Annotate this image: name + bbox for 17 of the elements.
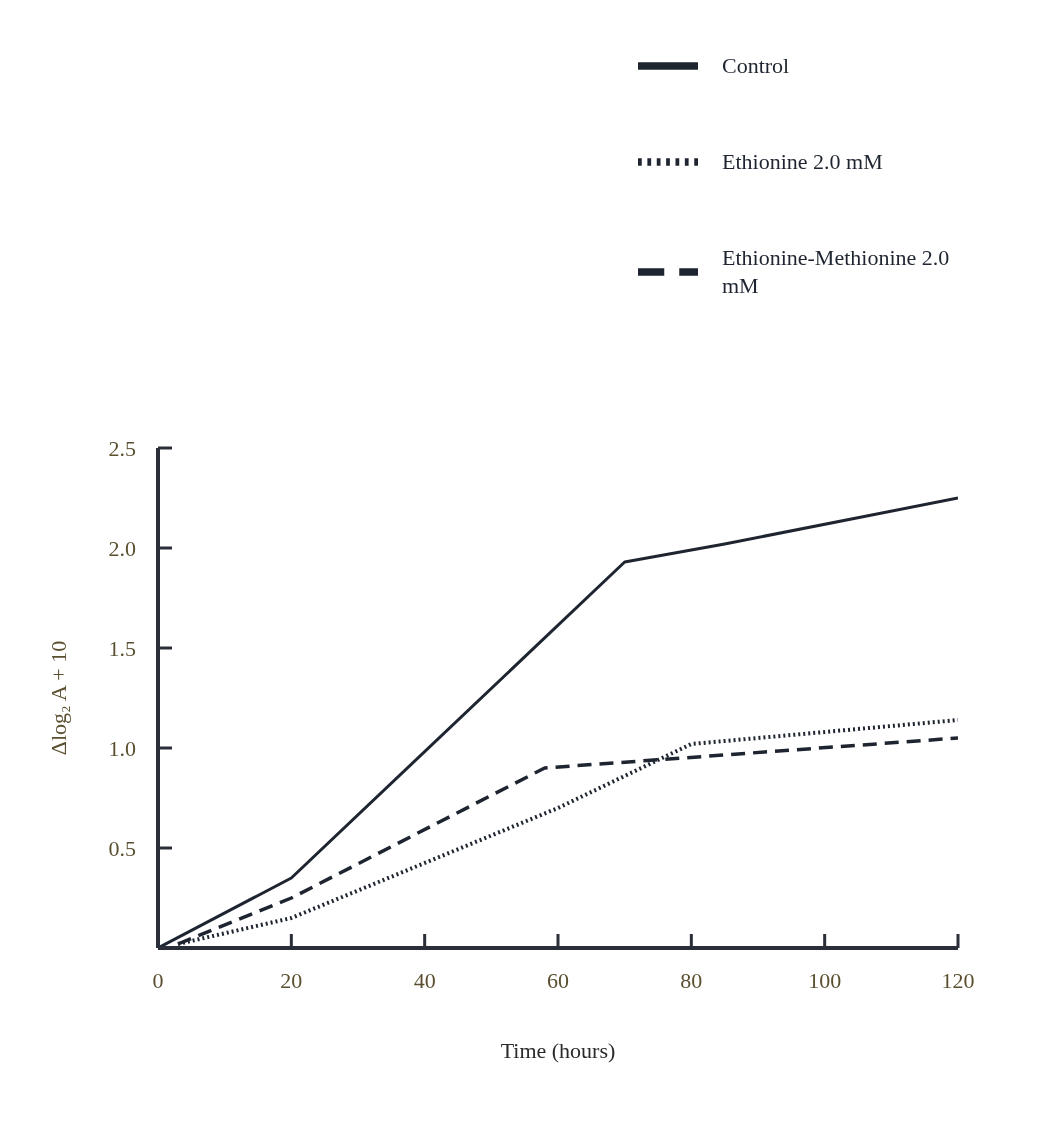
x-tick-label: 100 [808,967,842,993]
legend-label: Ethionine 2.0 mM [722,148,884,176]
x-tick-label: 60 [547,967,569,993]
y-tick-label: 2.5 [108,435,136,461]
y-axis-title: Δlog₂ A + 10 [45,640,71,756]
legend-label: Control [722,52,791,80]
x-tick-label: 40 [413,967,436,993]
x-tick-label: 120 [941,967,975,993]
legend-label: Ethionine-Methionine 2.0 mM [722,244,951,300]
y-tick-label: 2.0 [108,535,136,561]
x-tick-label: 80 [680,967,703,993]
x-tick-label: 0 [152,967,164,993]
x-axis-title: Time (hours) [500,1038,616,1063]
y-tick-label: 1.0 [108,735,136,761]
y-tick-label: 0.5 [108,835,136,861]
x-tick-label: 20 [280,967,303,993]
y-tick-label: 1.5 [108,635,136,661]
